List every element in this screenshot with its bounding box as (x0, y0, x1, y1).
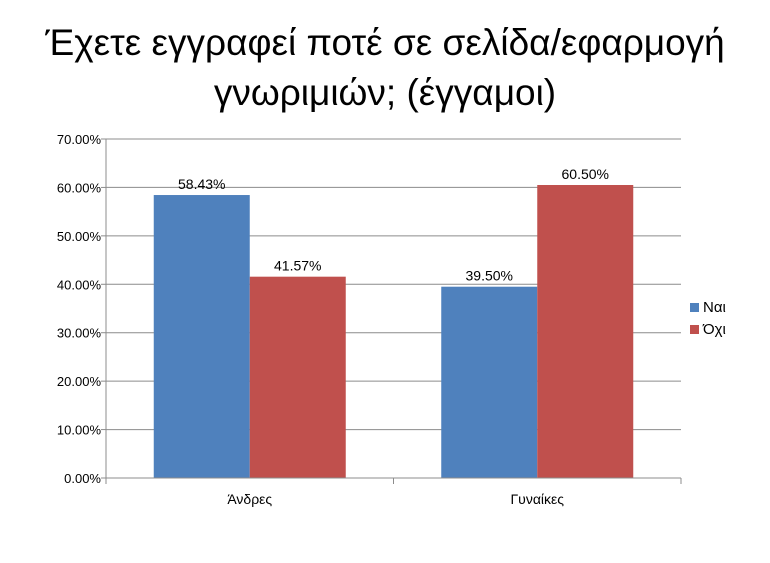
y-tick-label: 40.00% (57, 277, 102, 292)
bar (537, 185, 634, 478)
bar (249, 276, 346, 478)
y-tick-label: 20.00% (57, 374, 102, 389)
data-labels: 58.43% 41.57% 39.50% 60.50% (178, 166, 609, 284)
x-category-label: Άνδρες (227, 491, 272, 507)
chart-title: Έχετε εγγραφεί ποτέ σε σελίδα/εφαρμογή γ… (0, 18, 770, 118)
y-tick-label: 30.00% (57, 326, 102, 341)
x-category-label: Γυναίκες (510, 491, 564, 507)
chart-title-line-2: γνωριμιών; (έγγαμοι) (213, 72, 557, 113)
legend-swatch (690, 303, 699, 312)
y-tick-label: 60.00% (57, 180, 102, 195)
legend: Ναι Όχι (690, 299, 726, 338)
y-tick-label: 10.00% (57, 423, 102, 438)
legend-label: Ναι (703, 299, 726, 316)
axes: 0.00% 10.00% 20.00% 30.00% 40.00% 50.00% 60.00… (57, 132, 682, 507)
bar (153, 195, 250, 478)
data-label: 41.57% (274, 258, 321, 274)
y-tick-label: 70.00% (57, 132, 102, 147)
chart-title-line-1: Έχετε εγγραφεί ποτέ σε σελίδα/εφαρμογή (45, 22, 725, 63)
bars (153, 185, 634, 478)
legend-label: Όχι (702, 321, 726, 338)
y-tick-label: 50.00% (57, 229, 102, 244)
y-tick-label: 0.00% (64, 471, 101, 486)
data-label: 39.50% (466, 268, 513, 284)
legend-swatch (690, 325, 699, 334)
bar (441, 286, 538, 478)
data-label: 60.50% (562, 166, 609, 182)
data-label: 58.43% (178, 176, 225, 192)
